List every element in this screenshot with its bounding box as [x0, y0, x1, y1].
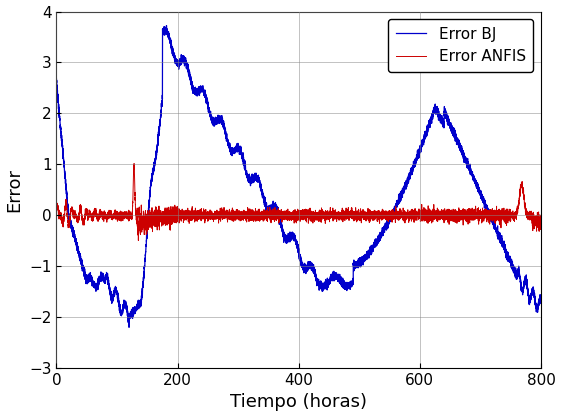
Error ANFIS [77, 206, 84, 211]
Error BJ [229, 149, 236, 154]
Error ANFIS [340, 214, 347, 219]
Error BJ [537, 298, 544, 303]
Error BJ [163, 23, 170, 28]
Line: Error BJ: Error BJ [57, 25, 541, 327]
Error ANFIS [229, 214, 236, 219]
Error BJ [438, 115, 445, 120]
Error ANFIS [537, 222, 544, 227]
Error BJ [412, 161, 419, 166]
Legend: Error BJ, Error ANFIS: Error BJ, Error ANFIS [388, 19, 534, 72]
Error ANFIS [135, 238, 142, 243]
Error ANFIS [131, 161, 137, 166]
Error BJ [126, 325, 132, 330]
Error BJ [77, 256, 84, 261]
Y-axis label: Error: Error [6, 168, 24, 212]
Error ANFIS [438, 213, 445, 218]
Error BJ [361, 254, 368, 259]
Error BJ [53, 77, 60, 82]
X-axis label: Tiempo (horas): Tiempo (horas) [230, 394, 367, 412]
Line: Error ANFIS: Error ANFIS [57, 163, 541, 241]
Error ANFIS [361, 216, 368, 221]
Error ANFIS [53, 203, 60, 208]
Error ANFIS [412, 211, 419, 216]
Error BJ [340, 282, 347, 287]
